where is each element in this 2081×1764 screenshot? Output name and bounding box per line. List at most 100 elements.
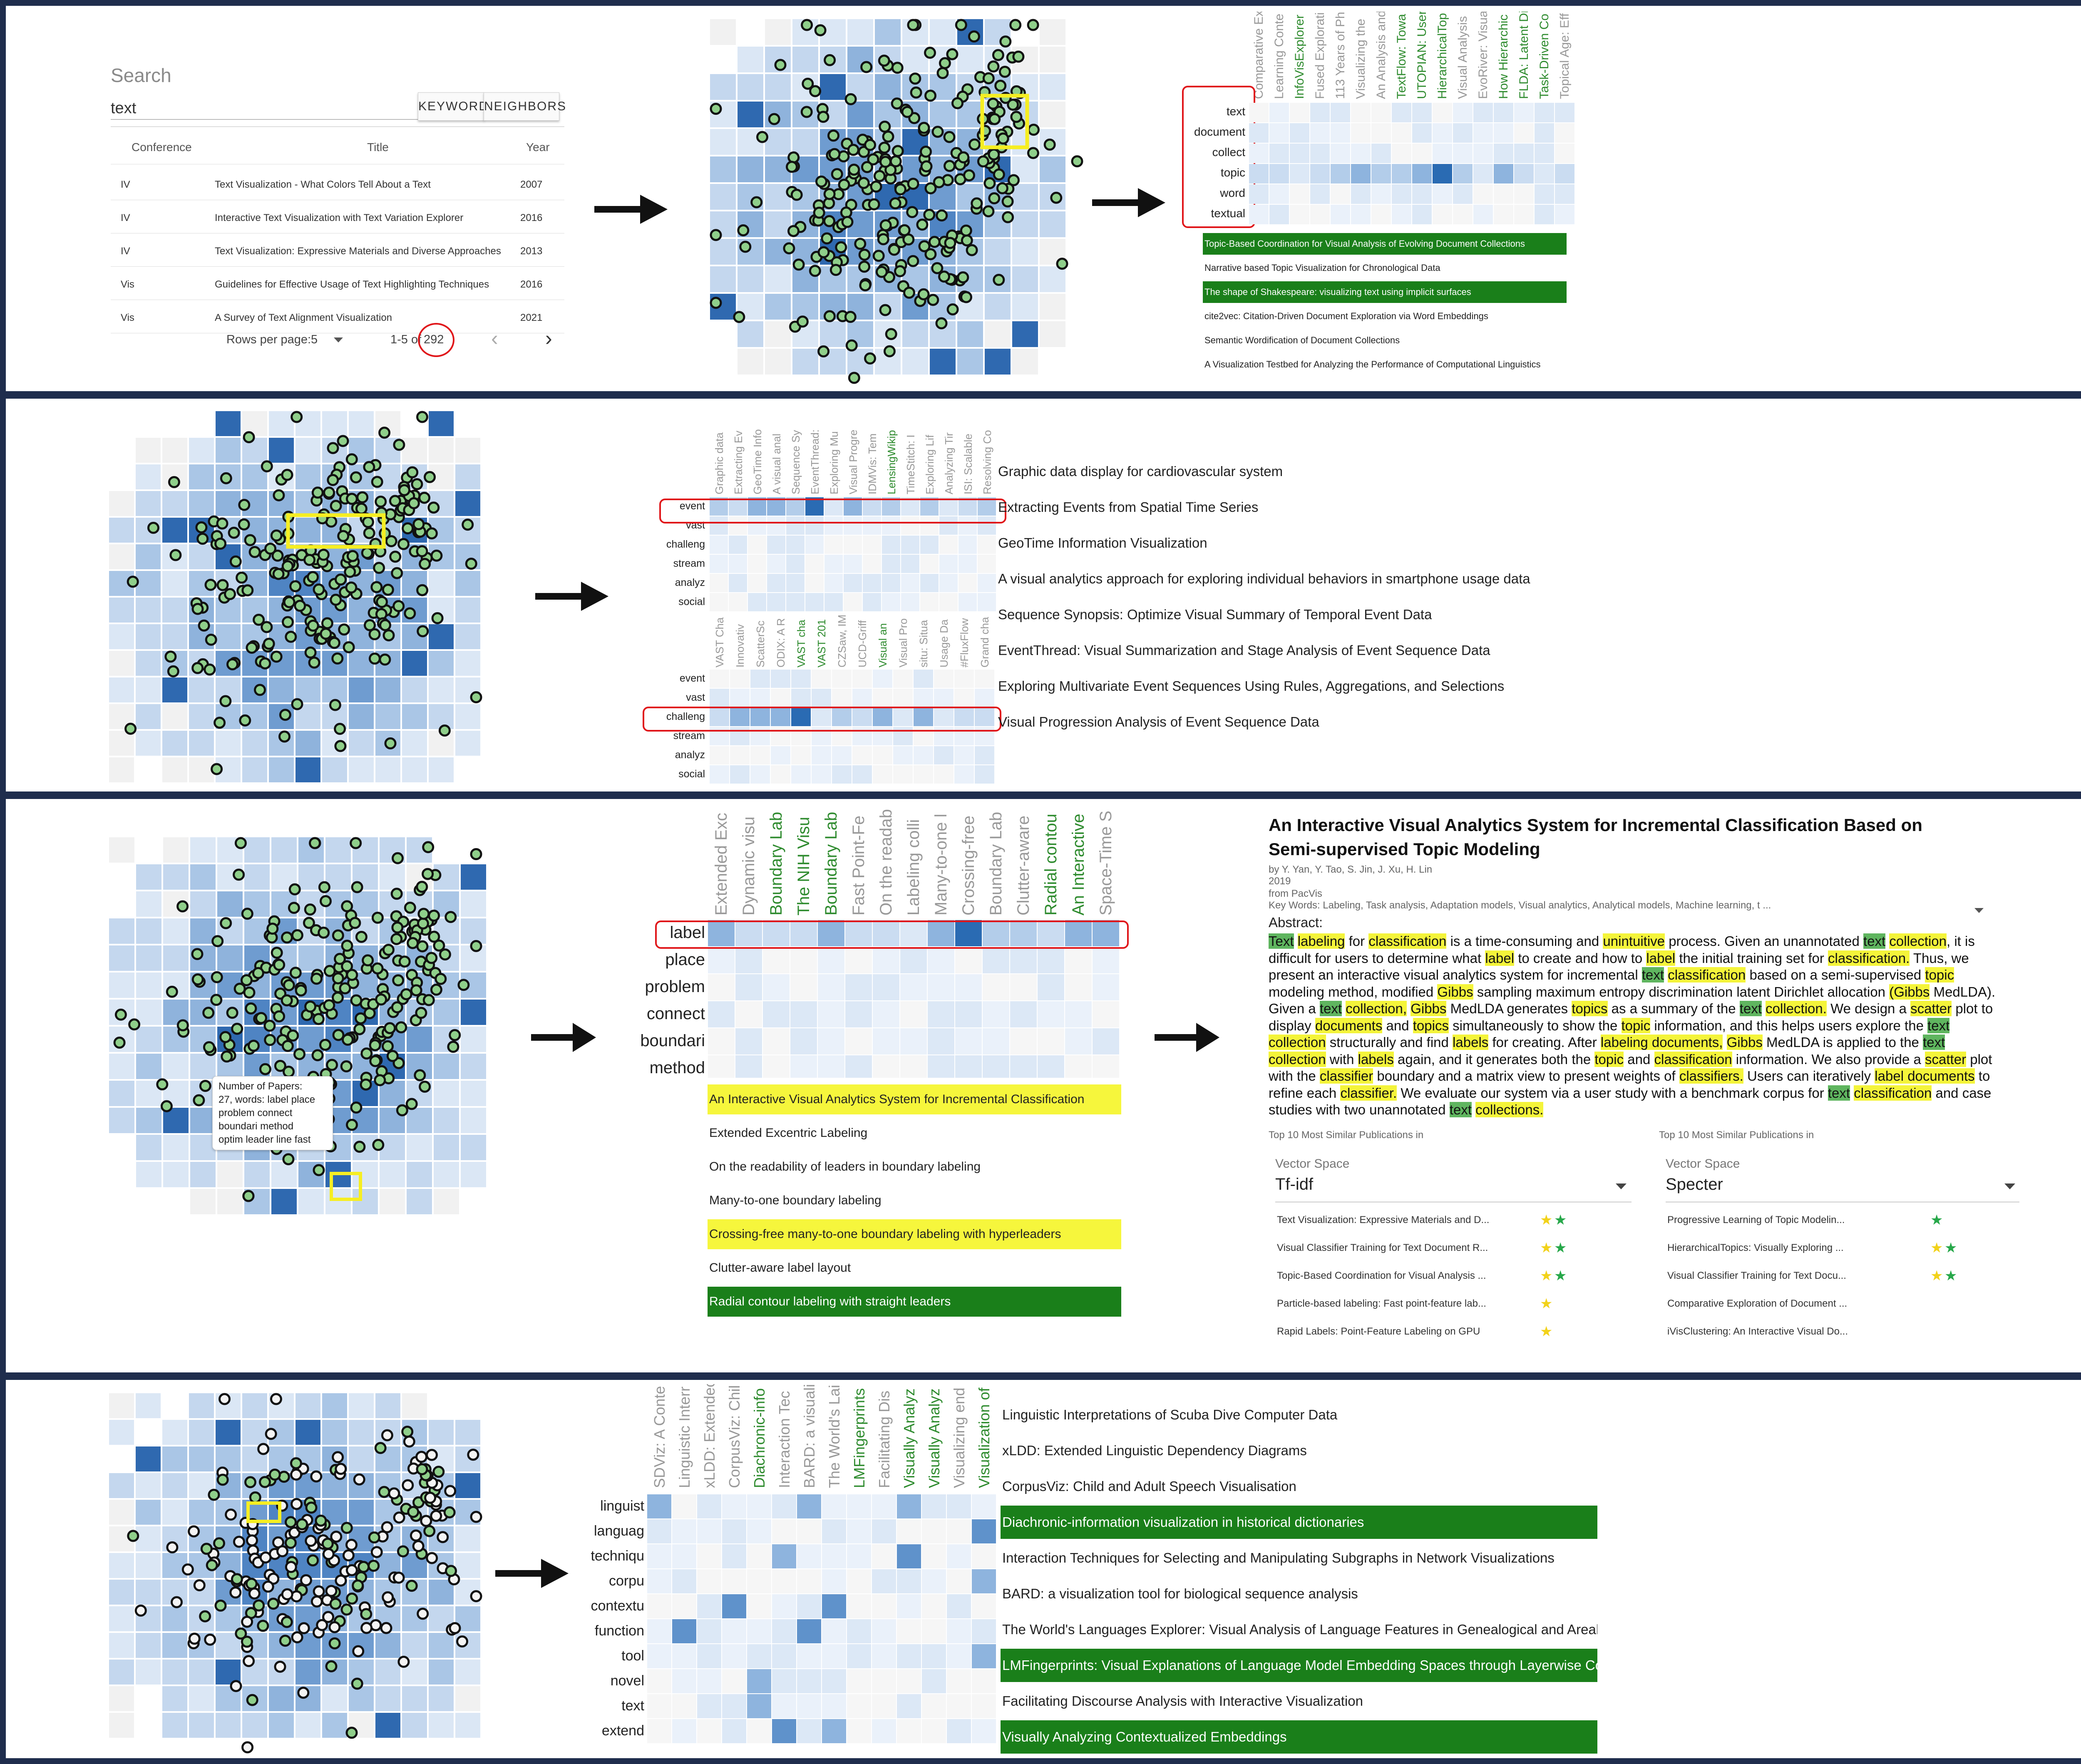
paper-point[interactable] [407,1506,420,1518]
paper-point[interactable] [352,1579,364,1592]
map-cell[interactable] [269,438,294,463]
paper-point[interactable] [358,1561,370,1573]
map-cell[interactable] [765,349,791,375]
matrix-cell[interactable] [954,746,974,764]
map-cell[interactable] [792,47,818,72]
paper-point[interactable] [960,291,972,303]
map-cell[interactable] [162,1713,187,1738]
paper-point[interactable] [264,1034,276,1046]
matrix-cell[interactable] [928,1028,954,1054]
matrix-cell[interactable] [1453,184,1473,204]
map-cell[interactable] [434,1000,459,1025]
paper-point[interactable] [204,663,216,676]
paper-point[interactable] [465,558,477,570]
map-cell[interactable] [1040,74,1065,100]
map-cell[interactable] [380,1135,405,1160]
paper-point[interactable] [330,1531,343,1543]
column-header[interactable]: VAST Cha [713,617,726,667]
paper-point[interactable] [330,500,342,512]
map-cell[interactable] [710,74,736,100]
matrix-cell[interactable] [934,708,954,726]
map-cell[interactable] [461,864,486,890]
paper-point[interactable] [330,593,342,606]
map-cell[interactable] [402,1633,427,1658]
paper-point[interactable] [882,130,894,143]
matrix-cell[interactable] [832,708,852,726]
matrix-cell[interactable] [1371,103,1391,122]
paper-point[interactable] [213,1537,225,1550]
paper-point[interactable] [191,948,204,960]
matrix-cell[interactable] [955,1028,982,1054]
paper-point[interactable] [710,229,722,241]
paper-point[interactable] [957,271,969,283]
paper-point[interactable] [304,1000,317,1013]
paper-point[interactable] [231,1022,243,1035]
matrix-cell[interactable] [722,1644,746,1668]
column-header[interactable]: Radial contou [1042,814,1060,915]
column-header-year[interactable]: Year [526,141,550,154]
paper-point[interactable] [971,197,983,210]
paper-point[interactable] [419,1080,431,1093]
matrix-cell[interactable] [730,746,750,764]
paper-point[interactable] [445,1565,457,1577]
column-header-title[interactable]: Title [367,141,389,154]
matrix-cell[interactable] [882,555,900,573]
paper-point[interactable] [444,1485,457,1497]
map-cell[interactable] [136,1500,161,1525]
column-header[interactable]: Exploring Mu [827,431,840,494]
paper-point[interactable] [410,1529,422,1542]
paper-point[interactable] [340,1522,353,1534]
map-cell[interactable] [402,757,427,782]
selection-rectangle[interactable] [980,94,1029,149]
map-cell[interactable] [765,19,791,45]
map-cell[interactable] [322,1686,347,1711]
paper-point[interactable] [246,642,258,654]
paper-point[interactable] [216,579,229,591]
matrix-cell[interactable] [897,1719,921,1743]
matrix-cell[interactable] [954,765,974,784]
map-cell[interactable] [189,704,214,729]
paper-point[interactable] [345,581,358,594]
matrix-cell[interactable] [818,974,844,1000]
paper-point[interactable] [160,1100,173,1112]
matrix-cell[interactable] [893,708,913,726]
document-title[interactable]: Visual Progression Analysis of Event Seq… [998,714,1319,729]
paper-point[interactable] [891,97,903,110]
similar-publication[interactable]: HierarchicalTopics: Visually Exploring .… [1667,1242,1844,1253]
paper-point[interactable] [410,984,422,997]
paper-point[interactable] [817,246,830,258]
paper-point[interactable] [831,168,843,180]
map-cell[interactable] [109,651,134,676]
paper-point[interactable] [290,1457,302,1469]
paper-point[interactable] [910,86,922,99]
paper-point[interactable] [879,156,892,168]
matrix-cell[interactable] [852,689,872,707]
map-cell[interactable] [136,464,161,489]
paper-point[interactable] [231,1573,243,1585]
paper-point[interactable] [848,372,860,384]
map-cell[interactable] [349,651,374,676]
paper-point[interactable] [317,548,330,561]
column-header[interactable]: Visual Pro [897,618,910,667]
map-cell[interactable] [162,1553,187,1578]
matrix-cell[interactable] [730,670,750,688]
paper-point[interactable] [961,234,973,247]
map-cell[interactable] [136,891,161,917]
keyword-label[interactable]: social [678,768,705,780]
map-cell[interactable] [216,1420,241,1445]
matrix-cell[interactable] [939,536,958,554]
column-header[interactable]: 113 Years of Ph [1334,12,1347,99]
matrix-cell[interactable] [928,947,954,973]
matrix-cell[interactable] [847,1494,871,1518]
paper-point[interactable] [362,954,374,967]
paper-point[interactable] [405,1580,418,1592]
matrix-cell[interactable] [900,1001,927,1027]
paper-point[interactable] [355,930,368,943]
paper-point[interactable] [202,1007,215,1019]
paper-point[interactable] [879,120,891,133]
map-cell[interactable] [738,349,763,375]
matrix-cell[interactable] [822,1694,846,1718]
column-header[interactable]: Visually Analyz [901,1388,918,1488]
matrix-cell[interactable] [822,1719,846,1743]
map-cell[interactable] [461,891,486,917]
